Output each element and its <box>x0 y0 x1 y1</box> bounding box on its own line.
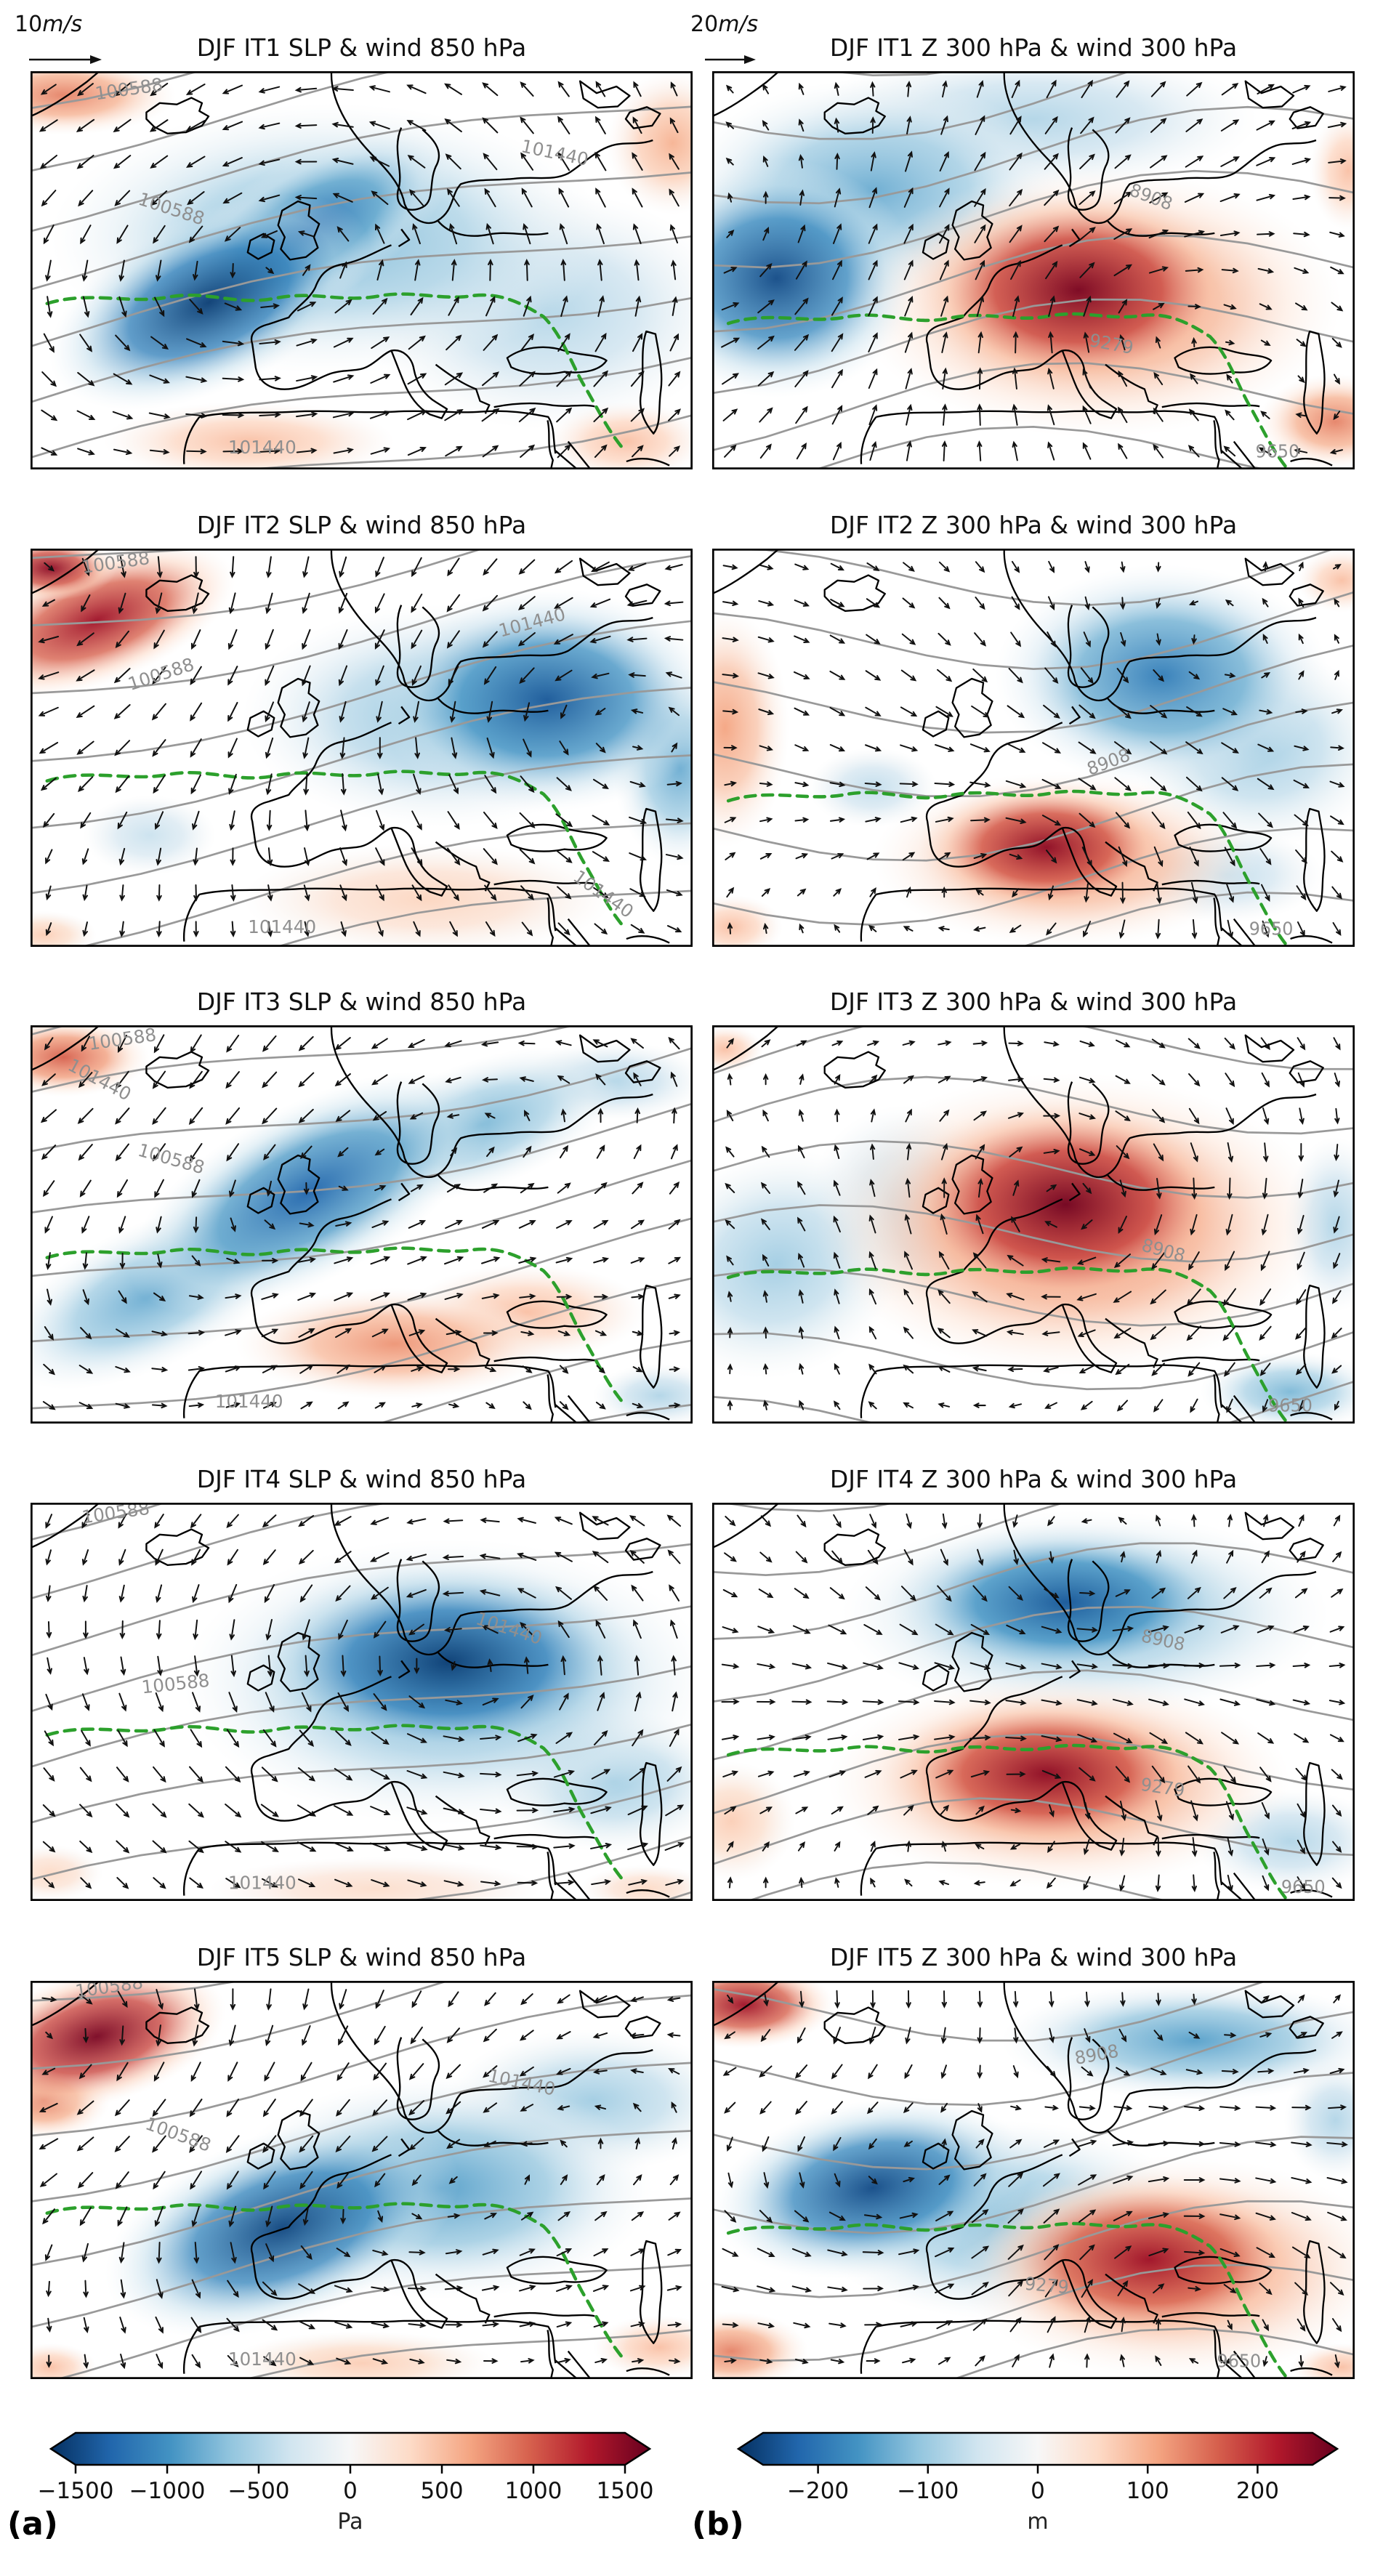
panel-letter-b: (b) <box>692 2506 744 2543</box>
panel-title-b5: DJF IT5 Z 300 hPa & wind 300 hPa <box>829 1943 1238 1971</box>
panel-title-b1: DJF IT1 Z 300 hPa & wind 300 hPa <box>829 33 1238 62</box>
colorbar-tick-label: 200 <box>1236 2478 1279 2504</box>
colorbar-tick-label: −200 <box>787 2478 849 2504</box>
colorbar-tick-label: 100 <box>1126 2478 1169 2504</box>
colorbar-tick-label: 0 <box>1031 2478 1045 2504</box>
colorbar-tick-label: 0 <box>343 2478 358 2504</box>
reference-arrow-label-b: 20m/s <box>690 12 759 37</box>
reference-arrow-b <box>705 55 756 64</box>
colorbar-unit-label: m <box>1027 2509 1048 2535</box>
panel-letter-a: (a) <box>7 2506 58 2543</box>
contour-label: 9650 <box>1249 918 1294 939</box>
colorbar-tick-label: −1000 <box>129 2478 206 2504</box>
colorbar-tick-label: −1500 <box>38 2478 114 2504</box>
panel-title-b4: DJF IT4 Z 300 hPa & wind 300 hPa <box>829 1465 1238 1493</box>
colorbar-tick-label: 1500 <box>597 2478 654 2504</box>
panel-title-a1: DJF IT1 SLP & wind 850 hPa <box>196 33 527 62</box>
panel-title-b2: DJF IT2 Z 300 hPa & wind 300 hPa <box>829 511 1238 539</box>
contour-label: 101440 <box>228 2349 297 2370</box>
contour-label: 9650 <box>1256 440 1300 461</box>
contour-label: 9279 <box>1024 2272 1070 2298</box>
reference-arrow-label-a: 10m/s <box>15 12 83 37</box>
reference-arrow-a <box>29 55 102 64</box>
colorbar-tick-label: −500 <box>227 2478 289 2504</box>
panel-title-a2: DJF IT2 SLP & wind 850 hPa <box>196 511 527 539</box>
colorbar-unit-label: Pa <box>337 2509 363 2535</box>
colorbar-a: −1500 −1000 −500 0 500 1000 1500 Pa <box>38 2431 654 2535</box>
panel-title-a5: DJF IT5 SLP & wind 850 hPa <box>196 1943 527 1971</box>
contour-label: 101440 <box>228 1873 297 1894</box>
contour-label: 9650 <box>1281 1876 1326 1897</box>
contour-label: 9650 <box>1268 1394 1312 1416</box>
contour-label: 101440 <box>228 437 297 458</box>
contour-label: 9650 <box>1217 2350 1262 2371</box>
panel-title-b3: DJF IT3 Z 300 hPa & wind 300 hPa <box>829 988 1238 1016</box>
panel-title-a3: DJF IT3 SLP & wind 850 hPa <box>196 988 527 1016</box>
colorbar-tick-label: 500 <box>420 2478 463 2504</box>
panel-title-a4: DJF IT4 SLP & wind 850 hPa <box>196 1465 527 1493</box>
contour-label: 101440 <box>215 1391 283 1412</box>
colorbar-tick-label: 1000 <box>505 2478 562 2504</box>
colorbar-b: −200 −100 0 100 200 m <box>736 2431 1339 2535</box>
colorbar-tick-label: −100 <box>897 2478 959 2504</box>
contour-label: 101440 <box>248 916 316 937</box>
